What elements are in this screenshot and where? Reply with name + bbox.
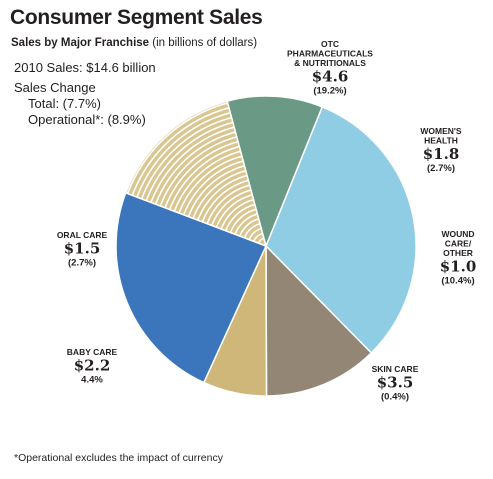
- slice-value: $1.0: [440, 258, 477, 276]
- slice-label-skin-care: SKIN CARE $3.5 (0.4%): [372, 364, 419, 403]
- slice-label-otc-pharmaceuticals-nutritionals: OTC PHARMACEUTICALS & NUTRITIONALS $4.6 (19.…: [287, 39, 373, 97]
- slice-name-line: SKIN CARE: [372, 364, 419, 374]
- subtitle-bold: Sales by Major Franchise: [11, 37, 150, 49]
- sales-summary: 2010 Sales: $14.6 billion Sales Change T…: [14, 60, 156, 128]
- chart-title: Consumer Segment Sales: [10, 6, 263, 29]
- slice-label-women-s-health: WOMEN'S HEALTH $1.8 (2.7%): [420, 126, 462, 174]
- slice-name-line: PHARMACEUTICALS: [287, 49, 373, 59]
- pie-labels: OTC PHARMACEUTICALS & NUTRITIONALS $4.6 (19.…: [57, 39, 476, 403]
- pie-slices: [115, 95, 417, 397]
- slice-value: $3.5: [377, 374, 414, 392]
- slice-name-line: BABY CARE: [67, 347, 118, 357]
- slice-label-baby-care: BABY CARE $2.2 4.4%: [67, 347, 118, 386]
- slice-value: $4.6: [312, 68, 349, 86]
- slice-value: $1.8: [423, 145, 460, 163]
- slice-value: $1.5: [64, 240, 101, 258]
- pie-slice-skin-care: [115, 192, 267, 384]
- slice-name-line: ORAL CARE: [57, 230, 108, 240]
- pie-slice-baby-care: [125, 100, 267, 247]
- slice-name-line: OTHER: [443, 248, 473, 258]
- pie-slice-otc-pharmaceuticals-nutritionals: [265, 106, 417, 354]
- slice-name-line: HEALTH: [424, 136, 458, 146]
- slice-change: (19.2%): [313, 86, 346, 97]
- slice-name-line: WOUND: [441, 229, 474, 239]
- slice-value: $2.2: [74, 357, 111, 375]
- chart-subtitle: Sales by Major Franchise (in billions of…: [11, 37, 257, 49]
- pie-slice-oral-care: [226, 95, 323, 247]
- pie-slice-women-s-health: [265, 245, 373, 397]
- slice-change: (10.4%): [441, 276, 474, 287]
- slice-name-line: & NUTRITIONALS: [294, 58, 366, 68]
- total-change-text: Total: (7.7%): [28, 96, 101, 111]
- slice-change: (2.7%): [427, 163, 455, 174]
- slice-change: (0.4%): [381, 392, 409, 403]
- slice-label-wound-care-other: WOUND CARE/OTHER $1.0 (10.4%): [440, 229, 477, 287]
- footnote: *Operational excludes the impact of curr…: [14, 452, 223, 464]
- slice-label-oral-care: ORAL CARE $1.5 (2.7%): [57, 230, 108, 269]
- slice-change: (2.7%): [68, 258, 96, 269]
- total-sales-text: 2010 Sales: $14.6 billion: [14, 60, 156, 75]
- slice-change: 4.4%: [81, 375, 103, 386]
- slice-name-line: WOMEN'S: [420, 126, 462, 136]
- slice-name-line: CARE/: [445, 239, 472, 249]
- operational-change-text: Operational*: (8.9%): [28, 112, 146, 127]
- sales-change-heading: Sales Change: [14, 80, 96, 95]
- subtitle-unit: (in billions of dollars): [149, 37, 258, 49]
- slice-name-line: OTC: [321, 39, 339, 49]
